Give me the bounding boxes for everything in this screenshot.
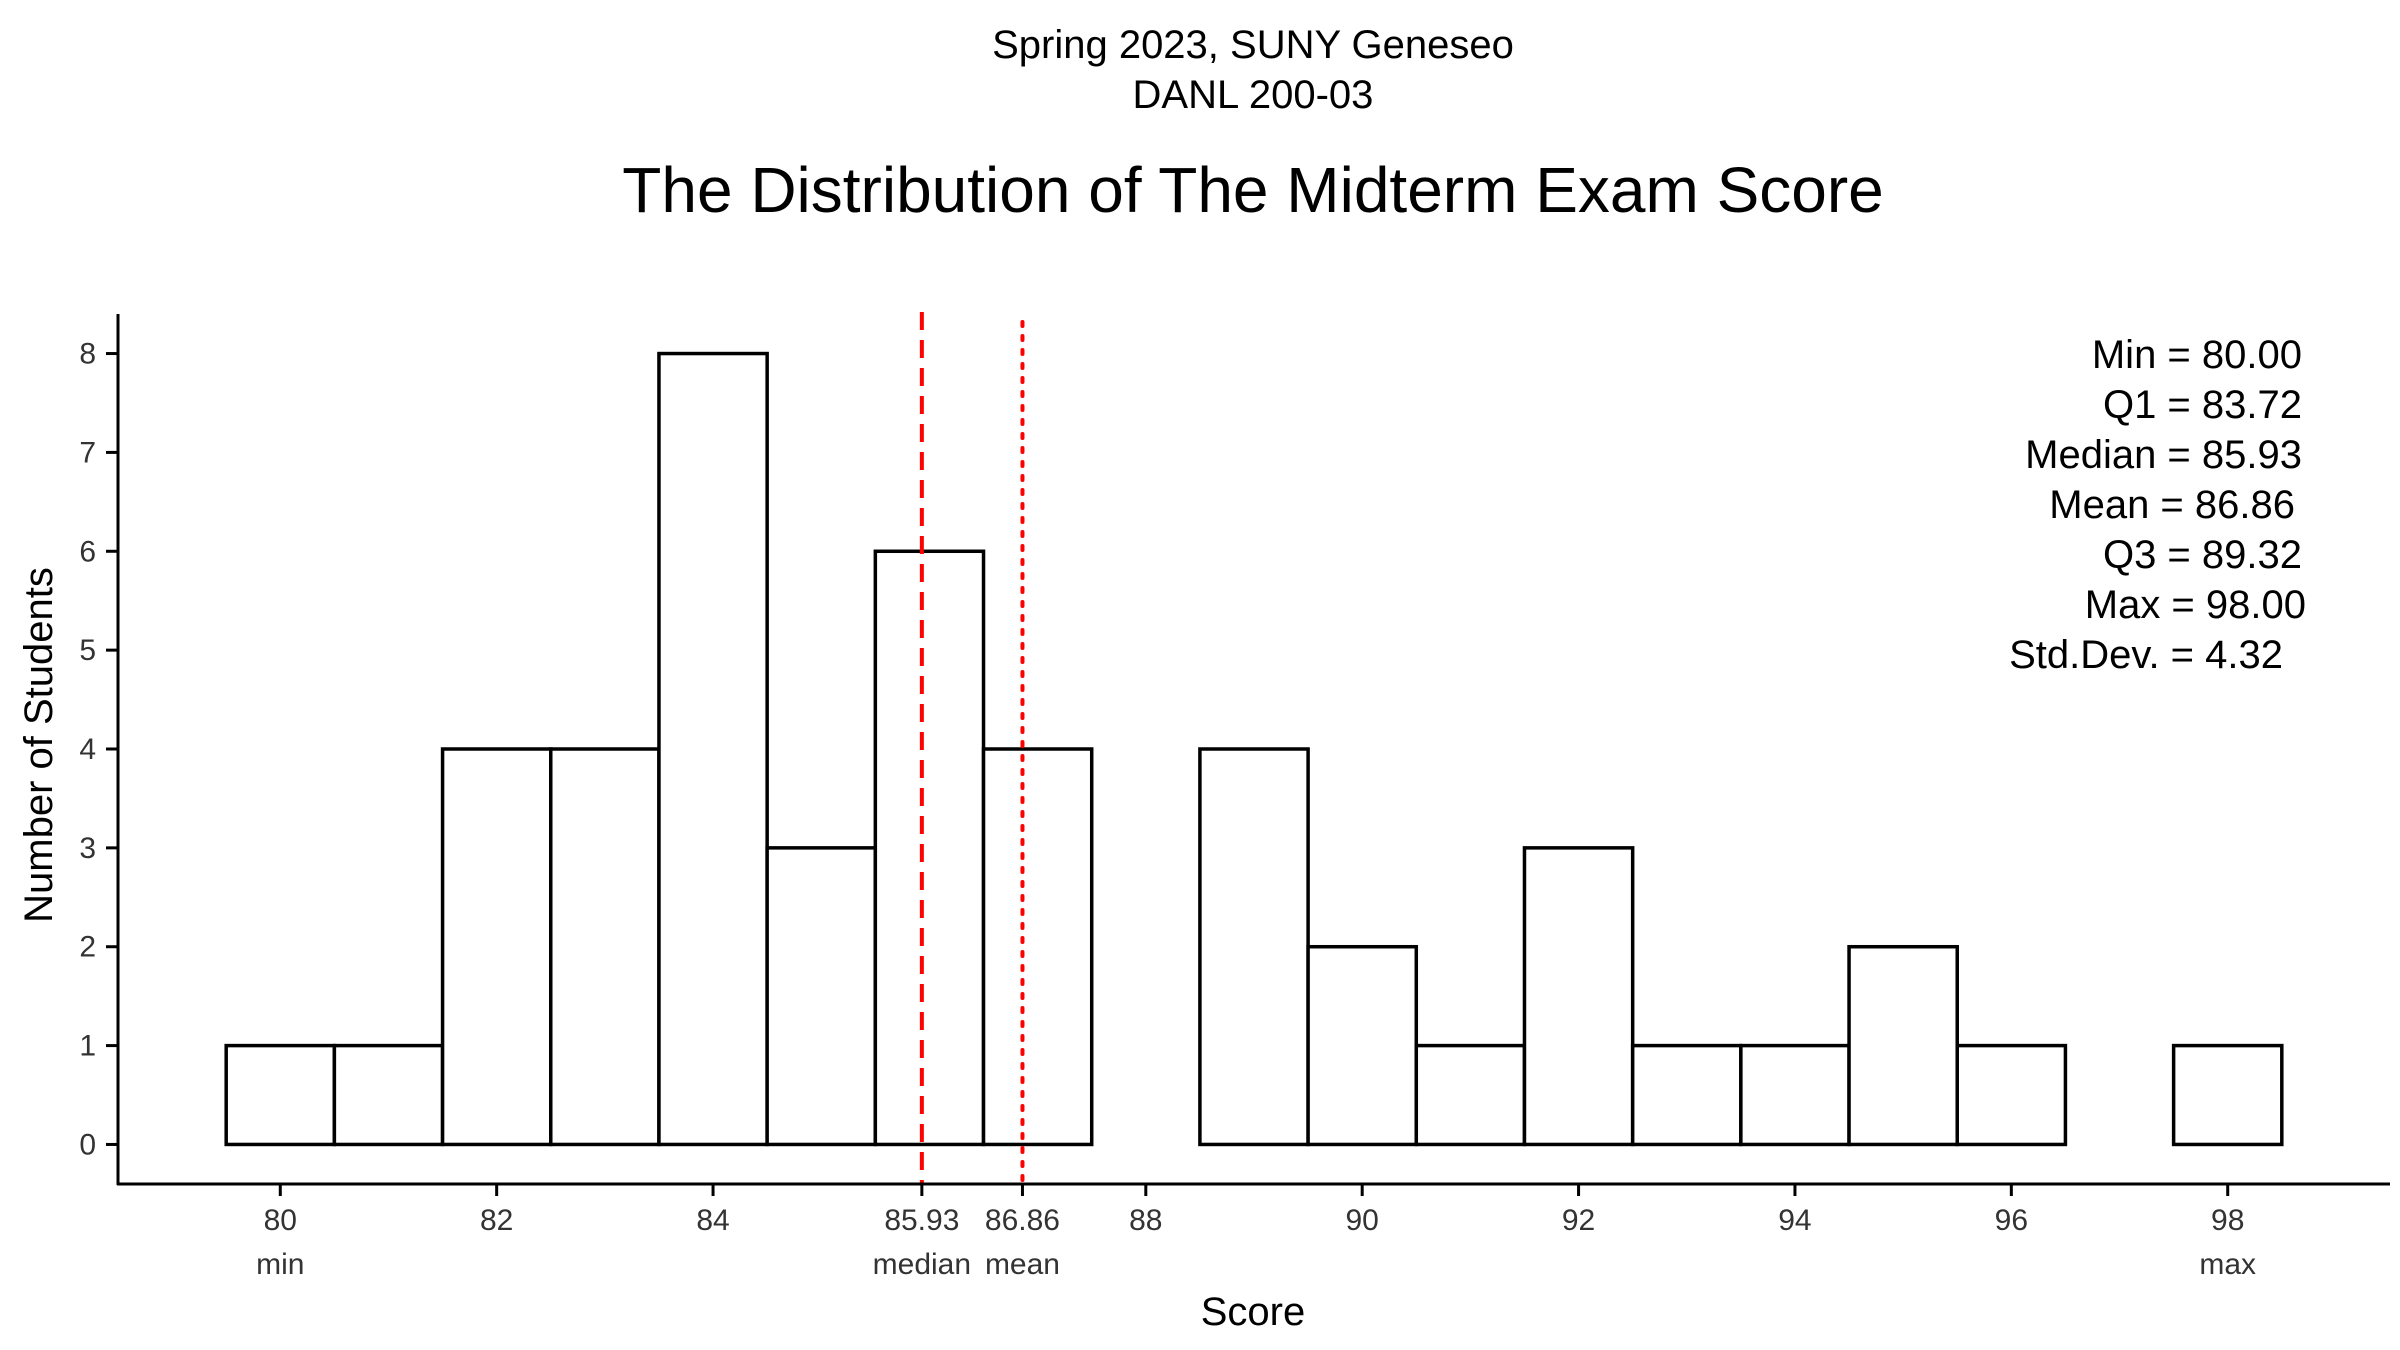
chart-title: The Distribution of The Midterm Exam Sco… — [622, 154, 1884, 226]
stats-line-5: Max = 98.00 — [2085, 583, 2306, 627]
bar-83 — [549, 747, 661, 1147]
y-tick-label-3: 3 — [79, 832, 96, 865]
x-tick-label-86-86: 86.86 — [985, 1204, 1060, 1237]
bar-89 — [1198, 747, 1310, 1147]
bars-group — [224, 351, 2284, 1147]
x-tick-label-96: 96 — [1995, 1204, 2028, 1237]
stats-line-1: Q1 = 83.72 — [2103, 383, 2302, 427]
bar-98 — [2171, 1043, 2284, 1147]
stats-line-0: Min = 80.00 — [2092, 333, 2302, 377]
stats-line-3: Mean = 86.86 — [2049, 483, 2295, 527]
x-axis-title: Score — [1201, 1290, 1306, 1334]
x-tick-label-80: 80 — [264, 1204, 297, 1237]
bar-93 — [1630, 1043, 1743, 1147]
bar-84 — [657, 351, 769, 1147]
bar-96 — [1955, 1043, 2068, 1147]
x-tick-label-85-93: 85.93 — [884, 1204, 959, 1237]
x-tick-label-88: 88 — [1129, 1204, 1162, 1237]
x-tick-label-98: 98 — [2211, 1204, 2244, 1237]
y-axis-ticks: 0 1 2 3 4 5 6 7 8 — [79, 338, 118, 1161]
y-tick-label-4: 4 — [79, 733, 96, 766]
bar-82 — [440, 747, 553, 1147]
x-tick-label-94: 94 — [1778, 1204, 1811, 1237]
bar-90 — [1306, 944, 1419, 1147]
y-tick-label-8: 8 — [79, 338, 96, 371]
y-tick-label-5: 5 — [79, 634, 96, 667]
y-axis-title: Number of Students — [17, 567, 61, 923]
bar-85 — [765, 846, 878, 1147]
x-tick-label-92: 92 — [1562, 1204, 1595, 1237]
bar-94 — [1739, 1043, 1851, 1147]
x-tick-label-82: 82 — [480, 1204, 513, 1237]
y-tick-label-1: 1 — [79, 1030, 96, 1063]
bar-92 — [1522, 846, 1635, 1147]
y-tick-label-6: 6 — [79, 535, 96, 568]
bar-81 — [332, 1043, 445, 1147]
bar-80 — [224, 1043, 337, 1147]
x-tick-sublabel-median: median — [873, 1248, 971, 1281]
y-tick-label-0: 0 — [79, 1128, 96, 1161]
stats-line-4: Q3 = 89.32 — [2103, 533, 2302, 577]
bar-86 — [873, 549, 986, 1147]
x-tick-sublabel-max: max — [2199, 1248, 2256, 1281]
stats-line-2: Median = 85.93 — [2025, 433, 2302, 477]
x-tick-label-90: 90 — [1346, 1204, 1379, 1237]
subtitle-line-2: DANL 200-03 — [1133, 73, 1374, 117]
bar-87 — [981, 747, 1094, 1147]
reference-lines — [919, 312, 1025, 1186]
stats-line-6: Std.Dev. = 4.32 — [2009, 633, 2283, 677]
stats-annotation: Min = 80.00 Q1 = 83.72 Median = 85.93 Mean … — [2009, 333, 2306, 677]
x-axis-ticks: 80 min 82 84 85.93 median 86.86 mean 88 90 92 94 96 9… — [256, 1184, 2256, 1281]
x-tick-label-84: 84 — [696, 1204, 729, 1237]
bar-91 — [1414, 1043, 1527, 1147]
x-tick-sublabel-min: min — [256, 1248, 304, 1281]
y-tick-label-2: 2 — [79, 931, 96, 964]
subtitle-line-1: Spring 2023, SUNY Geneseo — [992, 23, 1514, 67]
x-tick-sublabel-mean: mean — [985, 1248, 1060, 1281]
y-tick-label-7: 7 — [79, 436, 96, 469]
bar-95 — [1847, 944, 1959, 1147]
